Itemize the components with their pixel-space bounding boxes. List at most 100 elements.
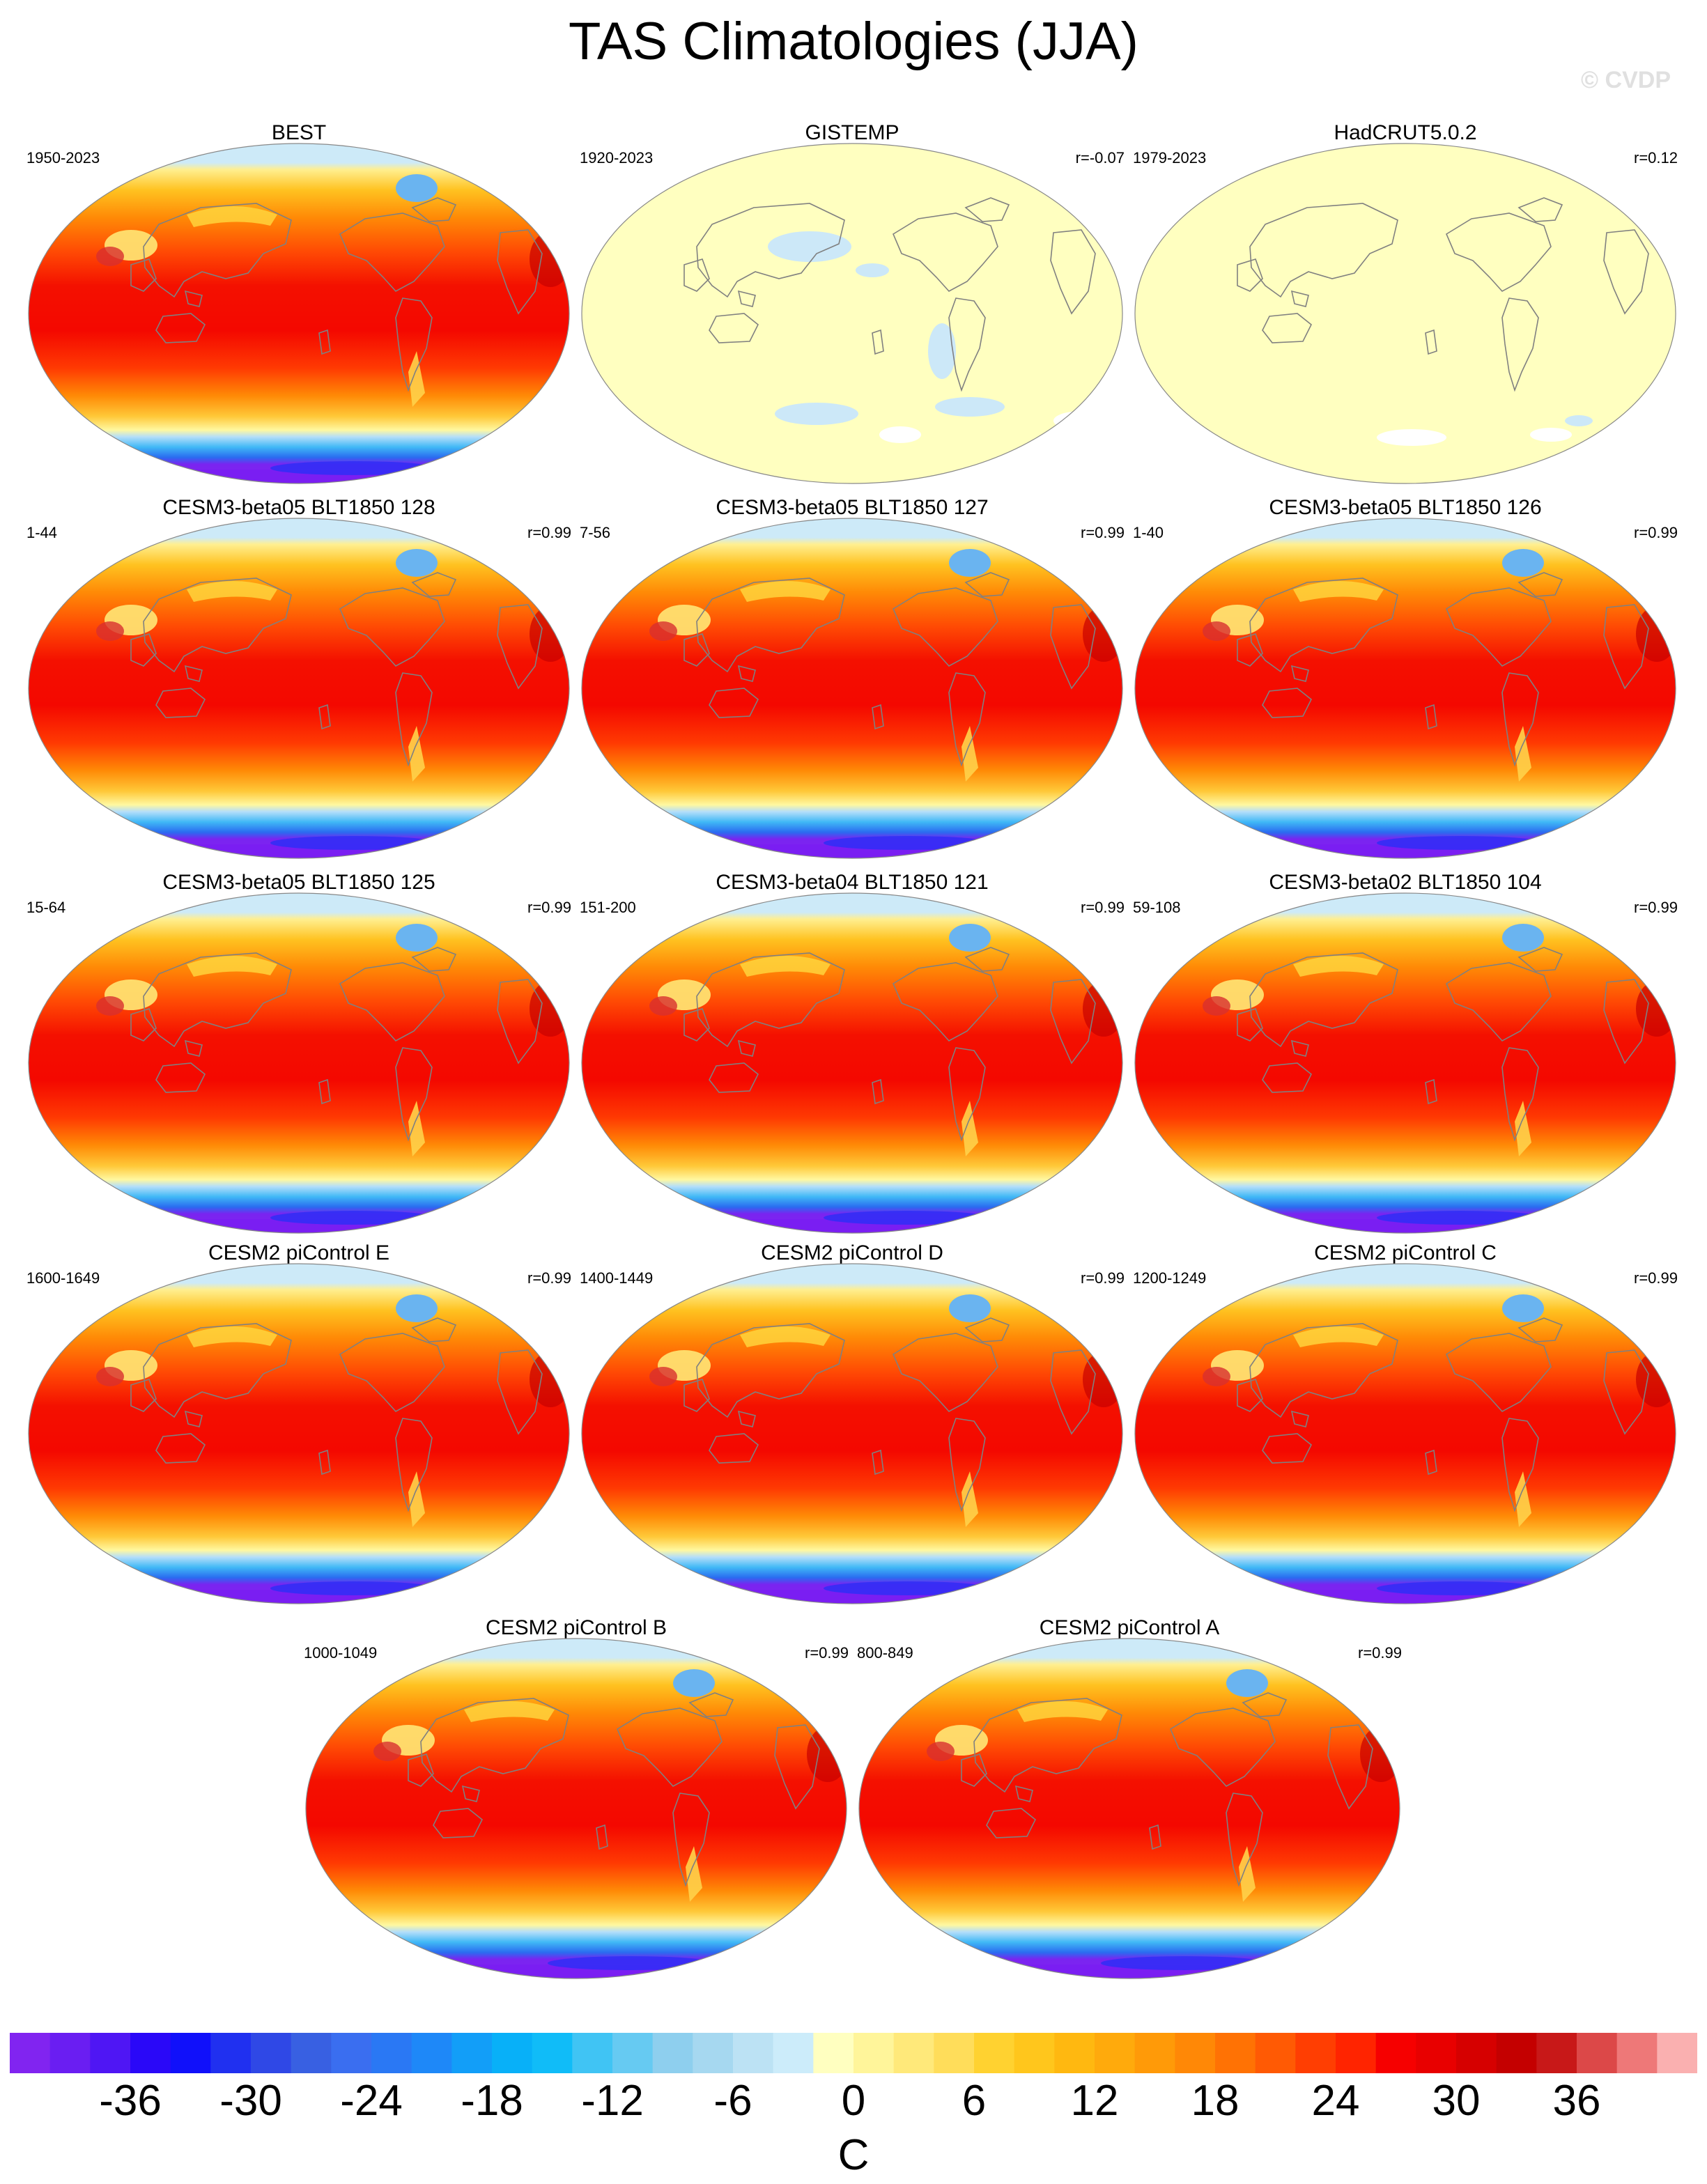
panel-period: 1600-1649 — [26, 1269, 100, 1287]
world-map — [858, 1638, 1400, 1979]
colorbar-tick-label: -18 — [461, 2077, 523, 2123]
colorbar-box — [1496, 2033, 1537, 2073]
colorbar-box — [1095, 2033, 1136, 2073]
panel-period: 151-200 — [580, 899, 636, 916]
map-panel: CESM3-beta05 BLT1850 125 15-64 r=0.99 — [24, 871, 574, 1234]
panel-correlation: r=0.99 — [1081, 899, 1125, 916]
map-panel: CESM3-beta02 BLT1850 104 59-108 r=0.99 — [1130, 871, 1681, 1234]
colorbar-tick-label: 0 — [842, 2077, 865, 2123]
panel-title: CESM2 piControl D — [761, 1241, 943, 1264]
panel-period: 1979-2023 — [1133, 149, 1207, 166]
panel-title: CESM2 piControl A — [1039, 1616, 1220, 1639]
colorbar-box — [1375, 2033, 1416, 2073]
panel-period: 1920-2023 — [580, 149, 654, 166]
colorbar-box — [1456, 2033, 1497, 2073]
panel-period: 1400-1449 — [580, 1269, 654, 1287]
colorbar-tick-label: 36 — [1553, 2077, 1601, 2123]
world-map — [1134, 892, 1676, 1234]
panel-title: CESM3-beta05 BLT1850 127 — [716, 496, 989, 519]
colorbar-box — [974, 2033, 1015, 2073]
panel-title: GISTEMP — [805, 121, 899, 144]
world-map — [1134, 1263, 1676, 1604]
world-map — [581, 1263, 1123, 1604]
colorbar-box — [411, 2033, 452, 2073]
panel-correlation: r=0.99 — [1358, 1644, 1402, 1662]
colorbar-tick-label: 6 — [962, 2077, 986, 2123]
panel-title: HadCRUT5.0.2 — [1334, 121, 1477, 144]
panel-title: CESM2 piControl C — [1314, 1241, 1497, 1264]
world-map — [1134, 143, 1676, 484]
panel-period: 1-44 — [26, 524, 58, 541]
colorbar-box — [451, 2033, 493, 2073]
colorbar-box — [10, 2033, 51, 2073]
panel-title: BEST — [271, 121, 327, 144]
panel-correlation: r=0.99 — [527, 899, 571, 916]
world-map — [28, 518, 570, 859]
map-panel: CESM2 piControl C 1200-1249 r=0.99 — [1130, 1241, 1681, 1604]
panel-correlation: r=0.99 — [1081, 524, 1125, 541]
colorbar-box — [1215, 2033, 1256, 2073]
map-panel: CESM2 piControl A 800-849 r=0.99 — [854, 1616, 1405, 1979]
colorbar-box — [532, 2033, 573, 2073]
world-map — [581, 892, 1123, 1234]
map-panel: GISTEMP 1920-2023 r=-0.07 — [577, 121, 1127, 484]
panel-period: 7-56 — [580, 524, 611, 541]
world-map — [28, 892, 570, 1234]
panel-correlation: r=-0.07 — [1075, 149, 1125, 166]
panel-correlation: r=0.99 — [1634, 899, 1678, 916]
colorbar-tick-label: 12 — [1071, 2077, 1119, 2123]
panel-period: 1-40 — [1133, 524, 1164, 541]
colorbar-box — [291, 2033, 332, 2073]
colorbar-box — [1336, 2033, 1377, 2073]
panel-title: CESM3-beta05 BLT1850 125 — [162, 871, 435, 894]
panel-correlation: r=0.99 — [1081, 1269, 1125, 1287]
colorbar-unit-label: C — [837, 2131, 870, 2179]
panel-correlation: r=0.12 — [1634, 149, 1678, 166]
map-panel: HadCRUT5.0.2 1979-2023 r=0.12 — [1130, 121, 1681, 484]
colorbar-tick-label: -6 — [713, 2077, 752, 2123]
colorbar-box — [49, 2033, 91, 2073]
panel-period: 1000-1049 — [304, 1644, 378, 1662]
colorbar-tick-label: 24 — [1312, 2077, 1360, 2123]
panel-title: CESM3-beta02 BLT1850 104 — [1269, 871, 1542, 894]
colorbar-box — [1657, 2033, 1697, 2073]
world-map — [581, 518, 1123, 859]
colorbar-box — [130, 2033, 171, 2073]
panel-title: CESM2 piControl E — [208, 1241, 390, 1264]
watermark-logo: © CVDP — [1581, 67, 1671, 93]
colorbar-box — [773, 2033, 814, 2073]
panel-period: 59-108 — [1133, 899, 1181, 916]
colorbar-box — [492, 2033, 533, 2073]
colorbar-box — [210, 2033, 252, 2073]
colorbar-box — [1014, 2033, 1055, 2073]
colorbar-tick-label: -24 — [340, 2077, 403, 2123]
world-map — [28, 143, 570, 484]
colorbar: -36 -30 -24 -18 -12 -6 0 6 12 18 24 30 36 — [10, 2033, 1697, 2123]
colorbar-box — [612, 2033, 654, 2073]
colorbar-box — [693, 2033, 734, 2073]
colorbar-box — [1616, 2033, 1658, 2073]
world-map — [581, 143, 1123, 484]
colorbar-box — [733, 2033, 774, 2073]
colorbar-box — [1577, 2033, 1618, 2073]
colorbar-box — [1295, 2033, 1336, 2073]
map-panel: CESM2 piControl D 1400-1449 r=0.99 — [577, 1241, 1127, 1604]
colorbar-box — [854, 2033, 895, 2073]
colorbar-box — [331, 2033, 372, 2073]
colorbar-box — [1536, 2033, 1577, 2073]
map-panel: CESM3-beta05 BLT1850 127 7-56 r=0.99 — [577, 496, 1127, 859]
panel-correlation: r=0.99 — [1634, 1269, 1678, 1287]
colorbar-box — [90, 2033, 131, 2073]
colorbar-box — [1134, 2033, 1175, 2073]
colorbar-tick-label: 18 — [1191, 2077, 1239, 2123]
colorbar-tick-label: 30 — [1432, 2077, 1481, 2123]
colorbar-tick-label: -36 — [99, 2077, 162, 2123]
colorbar-box — [652, 2033, 693, 2073]
colorbar-box — [170, 2033, 211, 2073]
panel-title: CESM3-beta05 BLT1850 128 — [162, 496, 435, 519]
map-panel: CESM2 piControl E 1600-1649 r=0.99 — [24, 1241, 574, 1604]
panel-title: CESM3-beta04 BLT1850 121 — [716, 871, 989, 894]
panel-period: 1200-1249 — [1133, 1269, 1207, 1287]
colorbar-box — [572, 2033, 613, 2073]
colorbar-box — [1054, 2033, 1095, 2073]
